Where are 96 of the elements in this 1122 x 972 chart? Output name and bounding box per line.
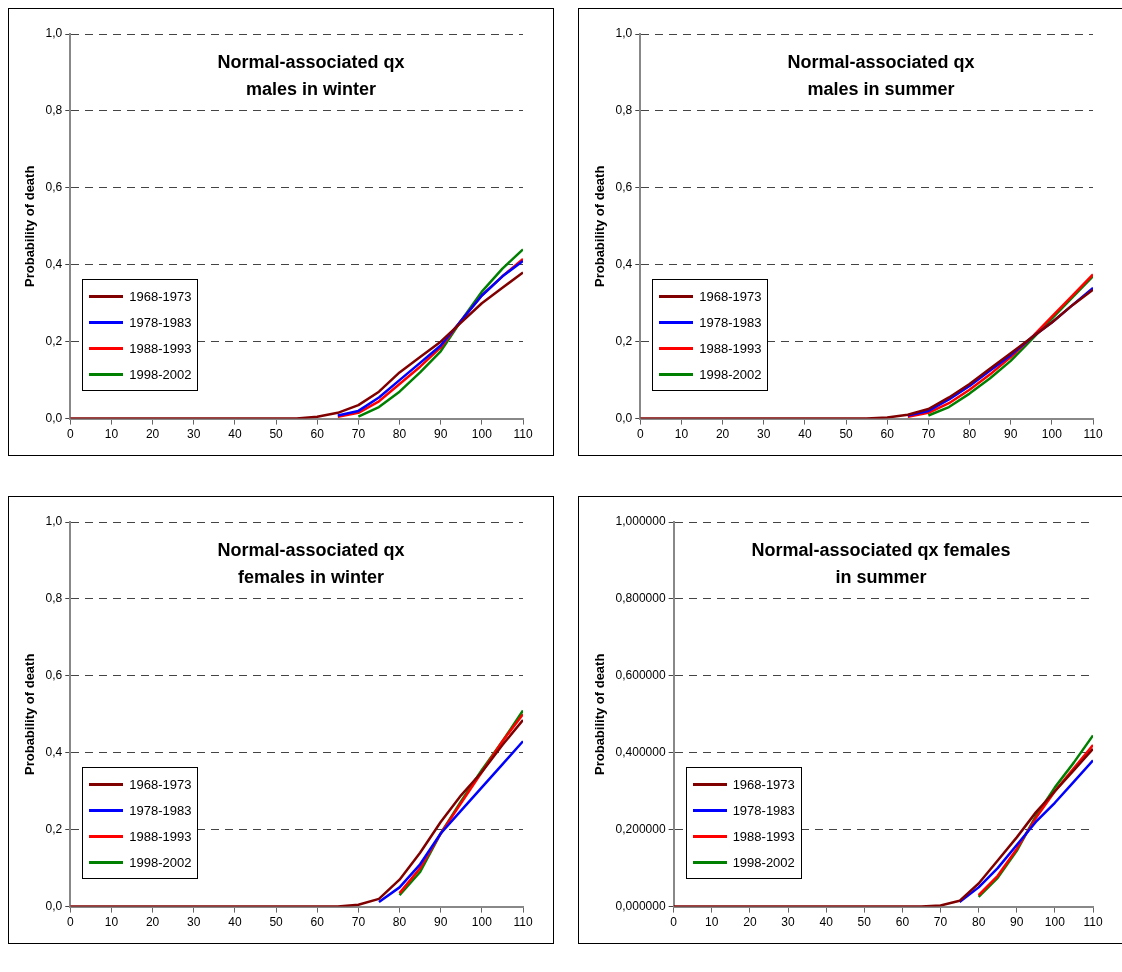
x-tick-label: 110 xyxy=(513,915,533,930)
legend-label: 1998-2002 xyxy=(129,366,192,382)
y-tick-label: 0,0 xyxy=(45,898,63,913)
x-tick-label: 50 xyxy=(269,427,284,442)
legend-label: 1978-1983 xyxy=(129,802,192,818)
x-tick-label: 30 xyxy=(757,427,771,442)
x-tick-label: 60 xyxy=(895,915,910,930)
x-tick-label: 70 xyxy=(921,427,936,442)
x-tick-label: 100 xyxy=(471,915,493,930)
x-tick-label: 90 xyxy=(434,915,448,930)
x-tick-label: 10 xyxy=(705,915,719,930)
y-tick-label: 0,0 xyxy=(615,410,633,425)
y-tick-label: 0,400000 xyxy=(615,745,666,760)
legend-label: 1988-1993 xyxy=(732,828,795,844)
x-tick-label: 40 xyxy=(819,915,834,930)
x-tick-label: 100 xyxy=(1044,915,1066,930)
x-tick-label: 100 xyxy=(471,427,493,442)
legend-label: 1968-1973 xyxy=(129,288,192,304)
y-tick-label: 0,800000 xyxy=(615,591,666,606)
text: Normal-associated qx males in winter xyxy=(216,51,406,101)
legend-label: 1968-1973 xyxy=(732,776,795,792)
y-tick-label: 0,2 xyxy=(45,821,63,836)
legend-label: 1978-1983 xyxy=(732,802,795,818)
y-axis-title: Probability of death xyxy=(22,653,38,775)
y-tick-label: 0,200000 xyxy=(615,821,666,836)
x-tick-label: 0 xyxy=(670,915,678,930)
y-axis-title: Probability of death xyxy=(592,653,608,775)
x-tick-label: 10 xyxy=(674,427,689,442)
text: Normal-associated qx males in summer xyxy=(786,51,976,101)
x-tick-label: 90 xyxy=(1004,427,1018,442)
y-tick-label: 0,6 xyxy=(45,668,63,683)
y-tick-label: 0,4 xyxy=(45,257,63,272)
y-tick-label: 0,2 xyxy=(45,333,63,348)
y-tick-label: 0,000000 xyxy=(615,898,666,913)
y-tick-label: 1,0 xyxy=(45,514,63,529)
x-tick-label: 90 xyxy=(1010,915,1024,930)
x-tick-label: 30 xyxy=(187,427,201,442)
x-tick-label: 10 xyxy=(104,427,119,442)
legend-label: 1988-1993 xyxy=(129,340,192,356)
x-tick-label: 80 xyxy=(962,427,977,442)
x-tick-label: 40 xyxy=(228,427,242,442)
y-tick-label: 0,8 xyxy=(45,103,63,118)
legend-label: 1968-1973 xyxy=(129,776,192,792)
x-tick-label: 60 xyxy=(310,915,325,930)
x-tick-label: 20 xyxy=(743,915,757,930)
y-tick-label: 0,600000 xyxy=(615,668,666,683)
x-tick-label: 70 xyxy=(351,915,366,930)
x-tick-label: 60 xyxy=(310,427,325,442)
y-tick-label: 0,6 xyxy=(45,180,63,195)
legend-label: 1978-1983 xyxy=(699,314,762,330)
x-tick-label: 90 xyxy=(434,427,448,442)
y-tick-label: 1,0 xyxy=(615,26,633,41)
x-tick-label: 80 xyxy=(392,915,407,930)
x-tick-label: 80 xyxy=(971,915,986,930)
x-tick-label: 0 xyxy=(66,915,74,930)
x-tick-label: 40 xyxy=(228,915,242,930)
text: Normal-associated qx females in summer xyxy=(750,539,1012,589)
legend-label: 1998-2002 xyxy=(732,854,795,870)
x-tick-label: 80 xyxy=(392,427,407,442)
y-tick-label: 0,6 xyxy=(615,180,633,195)
legend-label: 1988-1993 xyxy=(129,828,192,844)
y-axis-title: Probability of death xyxy=(22,165,38,287)
x-tick-label: 30 xyxy=(781,915,796,930)
x-tick-label: 60 xyxy=(880,427,895,442)
legend-label: 1988-1993 xyxy=(699,340,762,356)
x-tick-label: 110 xyxy=(513,427,533,442)
legend-label: 1968-1973 xyxy=(699,288,762,304)
x-tick-label: 0 xyxy=(636,427,644,442)
y-tick-label: 0,0 xyxy=(45,410,63,425)
text: Normal-associated qx females in winter xyxy=(216,539,406,589)
y-tick-label: 0,4 xyxy=(45,745,63,760)
y-tick-label: 1,000000 xyxy=(615,514,666,529)
y-tick-label: 0,2 xyxy=(615,333,633,348)
x-tick-label: 70 xyxy=(351,427,366,442)
x-tick-label: 20 xyxy=(145,427,160,442)
x-tick-label: 70 xyxy=(933,915,948,930)
y-tick-label: 0,4 xyxy=(615,257,633,272)
y-tick-label: 0,8 xyxy=(615,103,633,118)
x-tick-label: 20 xyxy=(145,915,160,930)
x-tick-label: 50 xyxy=(839,427,854,442)
x-tick-label: 110 xyxy=(1083,915,1103,930)
x-tick-label: 50 xyxy=(269,915,284,930)
legend-label: 1998-2002 xyxy=(699,366,762,382)
x-tick-label: 10 xyxy=(104,915,119,930)
y-tick-label: 1,0 xyxy=(45,26,63,41)
x-tick-label: 30 xyxy=(187,915,201,930)
y-axis-title: Probability of death xyxy=(592,165,608,287)
y-tick-label: 0,8 xyxy=(45,591,63,606)
x-tick-label: 20 xyxy=(715,427,730,442)
legend-label: 1998-2002 xyxy=(129,854,192,870)
x-tick-label: 0 xyxy=(66,427,74,442)
x-tick-label: 50 xyxy=(857,915,872,930)
x-tick-label: 110 xyxy=(1083,427,1103,442)
legend-label: 1978-1983 xyxy=(129,314,192,330)
x-tick-label: 40 xyxy=(798,427,812,442)
x-tick-label: 100 xyxy=(1041,427,1063,442)
